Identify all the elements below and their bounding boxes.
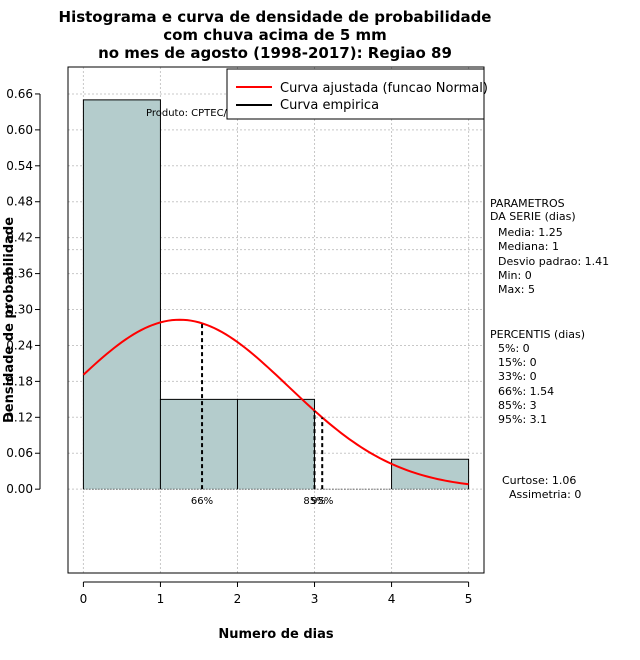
shape-stats-panel: Curtose: 1.06 Assimetria: 0 [502, 474, 581, 501]
percentile-85: 85%: 3 [498, 399, 537, 412]
y-axis-label: Densidade de probabilidade [2, 217, 17, 423]
histogram-bars [82, 99, 470, 490]
histogram-bar-outline [391, 458, 470, 490]
chart-title-line-3: no mes de agosto (1998-2017): Regiao 89 [98, 44, 452, 62]
percentile-33: 33%: 0 [498, 370, 537, 383]
percentile-95: 95%: 3.1 [498, 413, 547, 426]
x-tick-label: 1 [157, 592, 165, 606]
stat-kurtosis: Curtose: 1.06 [502, 474, 576, 487]
x-tick-label: 5 [465, 592, 473, 606]
histogram-bar [160, 399, 238, 490]
y-tick-label: 0.00 [6, 482, 33, 496]
percentiles-panel: PERCENTIS (dias) 5%: 0 15%: 0 33%: 0 66%… [490, 328, 585, 426]
chart-title-line-1: Histograma e curva de densidade de proba… [59, 8, 492, 26]
percentile-66: 66%: 1.54 [498, 385, 554, 398]
watermark: Produto: CPTEC/INPE [146, 108, 250, 119]
stat-skewness: Assimetria: 0 [509, 488, 581, 501]
x-tick-label: 0 [80, 592, 88, 606]
y-tick-label: 0.36 [6, 267, 33, 281]
parameters-subheading: DA SERIE (dias) [490, 210, 576, 223]
param-min: Min: 0 [498, 269, 532, 282]
chart-title-line-2: com chuva acima de 5 mm [163, 26, 387, 44]
x-tick-label: 3 [311, 592, 319, 606]
percentiles-heading: PERCENTIS (dias) [490, 328, 585, 341]
legend-label-fitted: Curva ajustada (funcao Normal) [280, 81, 488, 96]
percentile-label-95: 95% [311, 496, 333, 507]
y-tick-label: 0.30 [6, 303, 33, 317]
percentile-15: 15%: 0 [498, 356, 537, 369]
y-tick-label: 0.24 [6, 338, 33, 352]
legend: Curva ajustada (funcao Normal) Curva emp… [226, 68, 488, 120]
percentile-label-85: 85% [303, 496, 325, 507]
y-tick-label: 0.06 [6, 446, 33, 460]
normal-curve-layer [82, 318, 469, 486]
histogram-bar [391, 459, 469, 490]
param-stddev: Desvio padrao: 1.41 [498, 255, 609, 268]
param-max: Max: 5 [498, 283, 535, 296]
y-tick-label: 0.18 [6, 374, 33, 388]
normal-curve [82, 318, 469, 486]
axes: 0.00 0.06 0.12 0.18 0.24 0.30 0.36 0.42 0.48 0.54… [6, 87, 472, 606]
percentile-5: 5%: 0 [498, 342, 530, 355]
param-mean: Media: 1.25 [498, 226, 563, 239]
parameters-panel: PARAMETROS DA SERIE (dias) Media: 1.25 M… [490, 197, 609, 296]
parameters-heading: PARAMETROS [490, 197, 565, 210]
histogram-bar [83, 99, 161, 490]
x-tick-label: 4 [388, 592, 396, 606]
param-median: Mediana: 1 [498, 240, 559, 253]
y-tick-label: 0.42 [6, 231, 33, 245]
percentile-label-66: 66% [191, 496, 213, 507]
y-tick-label: 0.48 [6, 195, 33, 209]
percentile-lines: 66% 85%95% [191, 323, 333, 507]
plot-frame [67, 66, 485, 574]
legend-box [226, 68, 485, 120]
x-tick-label: 2 [234, 592, 242, 606]
histogram-bar-outline [82, 99, 161, 490]
x-axis-label: Numero de dias [218, 627, 334, 642]
y-tick-label: 0.60 [6, 123, 33, 137]
legend-label-empirical: Curva empirica [280, 98, 379, 113]
y-tick-label: 0.66 [6, 87, 33, 101]
y-tick-label: 0.54 [6, 159, 33, 173]
histogram-bar [237, 399, 315, 490]
y-tick-label: 0.12 [6, 410, 33, 424]
